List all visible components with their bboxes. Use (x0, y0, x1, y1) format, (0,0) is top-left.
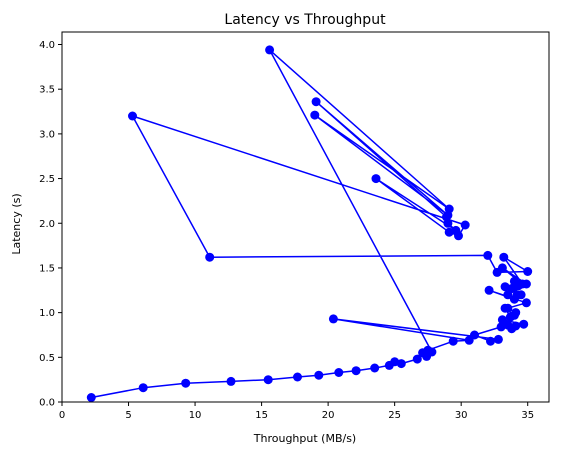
x-tick-label: 30 (455, 410, 468, 421)
data-point (509, 310, 519, 320)
data-point (128, 111, 137, 121)
data-point (484, 285, 494, 295)
plot-frame (61, 31, 550, 403)
data-point (226, 376, 236, 386)
x-tick-label: 35 (521, 410, 534, 421)
data-point (265, 45, 275, 55)
y-axis-label: Latency (s) (10, 193, 23, 254)
data-point (460, 220, 470, 230)
x-tick-label: 20 (322, 410, 335, 421)
data-point (423, 345, 433, 355)
data-point (293, 372, 302, 382)
data-point (507, 324, 517, 334)
data-point (464, 335, 474, 345)
data-point (371, 174, 381, 184)
x-tick-label: 0 (59, 410, 65, 421)
data-point (521, 298, 531, 308)
y-tick-label: 2.0 (39, 219, 55, 230)
data-point (496, 322, 506, 332)
data-point (396, 359, 406, 369)
data-point (483, 250, 493, 260)
data-point (499, 252, 509, 262)
data-point (138, 383, 148, 393)
data-point (448, 336, 458, 346)
data-point (205, 252, 215, 262)
data-point (370, 363, 380, 373)
y-tick-label: 1.5 (39, 263, 55, 274)
data-point (509, 294, 519, 304)
series-layer (86, 45, 533, 402)
y-tick-label: 4.0 (39, 40, 55, 51)
data-point (443, 218, 453, 228)
y-tick-label: 3.5 (39, 85, 55, 96)
y-tick-label: 0.5 (39, 353, 55, 364)
data-point (493, 334, 503, 344)
data-point (454, 231, 463, 241)
x-tick-label: 5 (125, 410, 131, 421)
x-tick-label: 25 (388, 410, 401, 421)
x-axis-label: Throughput (MB/s) (253, 432, 356, 445)
axes-layer: 0 5 10 15 20 25 30 35 0.0 0.5 1.0 1.5 2.0 2.5 3.0 3.5 4.… (39, 40, 534, 421)
data-point (516, 290, 526, 300)
data-point (507, 284, 517, 293)
y-tick-label: 1.0 (39, 308, 55, 319)
data-point (334, 368, 344, 377)
data-point (263, 375, 273, 385)
data-point (412, 354, 422, 364)
data-point (486, 336, 495, 346)
x-tick-label: 15 (255, 410, 268, 421)
data-point (509, 276, 519, 286)
data-point (86, 393, 96, 402)
data-point (314, 370, 324, 380)
x-tick-label: 10 (189, 410, 202, 421)
data-point (523, 267, 533, 276)
y-tick-label: 0.0 (39, 398, 55, 409)
data-point (500, 303, 510, 313)
plot-area (62, 32, 549, 402)
data-point (181, 378, 191, 388)
data-point (444, 227, 454, 237)
y-tick-label: 3.0 (39, 129, 55, 140)
data-point (328, 314, 338, 324)
data-point (497, 263, 507, 273)
data-point (311, 97, 321, 107)
data-point (519, 319, 529, 329)
data-point (351, 366, 361, 376)
data-point (521, 279, 531, 289)
y-tick-label: 2.5 (39, 174, 55, 185)
data-point (310, 110, 320, 120)
chart-title: Latency vs Throughput (224, 12, 386, 28)
